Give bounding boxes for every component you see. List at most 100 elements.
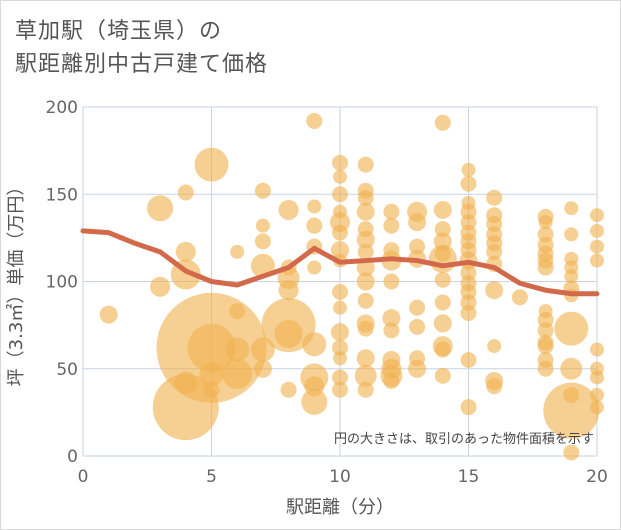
data-bubble xyxy=(333,351,347,366)
data-bubble xyxy=(564,227,579,242)
data-bubble xyxy=(357,320,374,337)
data-bubble xyxy=(357,292,374,309)
data-bubble xyxy=(486,378,503,395)
data-bubble xyxy=(434,114,451,131)
data-bubble xyxy=(564,269,579,284)
data-bubble xyxy=(460,352,477,369)
data-bubble xyxy=(433,200,452,219)
data-bubble xyxy=(187,323,236,372)
data-bubble xyxy=(333,300,347,315)
data-bubble xyxy=(383,372,400,389)
y-tick-label: 200 xyxy=(46,98,78,118)
data-bubble xyxy=(357,381,374,398)
data-bubble xyxy=(537,360,554,377)
data-bubble xyxy=(590,223,604,238)
data-bubble xyxy=(382,309,401,328)
data-bubble xyxy=(434,221,451,238)
data-bubble xyxy=(409,238,426,255)
x-tick-label: 0 xyxy=(78,467,89,487)
data-bubble xyxy=(460,304,477,321)
x-tick-label: 15 xyxy=(458,467,480,487)
chart-title: 草加駅（埼玉県）の 駅距離別中古戸建て価格 xyxy=(15,15,268,81)
data-bubble xyxy=(307,199,322,214)
y-tick-label: 150 xyxy=(46,185,78,205)
data-bubble xyxy=(434,341,451,358)
data-bubble xyxy=(177,184,194,201)
data-bubble xyxy=(203,381,220,398)
data-bubble xyxy=(302,332,327,357)
data-bubble xyxy=(175,241,196,262)
data-bubble xyxy=(408,359,427,378)
data-bubble xyxy=(460,399,477,416)
data-bubble xyxy=(278,280,299,301)
x-tick-label: 10 xyxy=(329,467,351,487)
data-bubble xyxy=(408,213,427,232)
data-bubble xyxy=(357,156,374,173)
data-bubble xyxy=(383,273,400,290)
data-bubble xyxy=(99,305,118,324)
data-bubble xyxy=(332,381,348,398)
data-bubble xyxy=(332,154,348,171)
data-bubble xyxy=(306,112,323,129)
y-tick-label: 100 xyxy=(46,273,78,293)
data-bubble xyxy=(590,208,604,223)
data-bubble xyxy=(409,299,426,316)
data-bubble xyxy=(485,281,504,300)
trend-line xyxy=(80,228,600,297)
title-line-1: 草加駅（埼玉県）の xyxy=(15,19,223,44)
data-bubble xyxy=(150,276,171,297)
size-note: 円の大きさは、取引のあった物件面積を示す xyxy=(334,432,594,447)
y-axis-label: 坪（3.3㎡）単価（万円） xyxy=(5,178,27,387)
data-bubble xyxy=(332,369,348,386)
data-bubble xyxy=(274,319,303,348)
data-bubble xyxy=(434,294,451,311)
data-bubble xyxy=(461,162,476,177)
data-bubble xyxy=(428,244,457,273)
data-bubble xyxy=(357,189,374,206)
data-bubble xyxy=(332,186,348,203)
data-bubble xyxy=(225,337,250,362)
data-bubble xyxy=(487,339,502,354)
data-bubble xyxy=(255,218,270,233)
data-bubble xyxy=(333,169,347,184)
data-bubble xyxy=(230,244,245,259)
data-bubble xyxy=(253,359,272,378)
data-bubble xyxy=(537,259,554,276)
x-tick-label: 5 xyxy=(206,467,217,487)
x-tick-label: 20 xyxy=(586,467,608,487)
data-bubble xyxy=(306,217,323,234)
data-bubble xyxy=(331,241,349,260)
data-bubble xyxy=(590,400,604,415)
data-bubble xyxy=(356,230,375,249)
data-bubble xyxy=(331,323,349,342)
data-bubble xyxy=(560,357,583,380)
data-bubble xyxy=(486,243,503,260)
data-bubble xyxy=(590,387,604,402)
y-tick-label: 50 xyxy=(56,360,78,380)
data-bubble xyxy=(434,367,451,384)
data-bubble xyxy=(254,233,271,250)
data-bubble xyxy=(564,201,579,216)
data-bubble xyxy=(590,370,604,385)
data-bubble xyxy=(301,388,328,415)
data-bubble xyxy=(537,322,554,339)
data-bubble xyxy=(199,361,224,386)
y-tick-label: 0 xyxy=(67,447,78,467)
data-bubble xyxy=(278,199,299,220)
data-bubble xyxy=(590,342,604,357)
data-bubble xyxy=(357,243,374,260)
title-line-2: 駅距離別中古戸建て価格 xyxy=(15,52,269,77)
data-bubble xyxy=(433,314,452,333)
data-bubble xyxy=(543,382,600,439)
data-bubble xyxy=(538,215,553,230)
data-bubble xyxy=(486,189,503,206)
data-bubble xyxy=(537,338,554,355)
data-bubble xyxy=(280,381,297,398)
data-bubble xyxy=(307,260,322,275)
data-bubble xyxy=(590,239,604,254)
data-bubble xyxy=(383,217,400,234)
data-bubble xyxy=(356,349,375,368)
data-bubble xyxy=(332,339,348,356)
data-bubble xyxy=(434,271,451,288)
